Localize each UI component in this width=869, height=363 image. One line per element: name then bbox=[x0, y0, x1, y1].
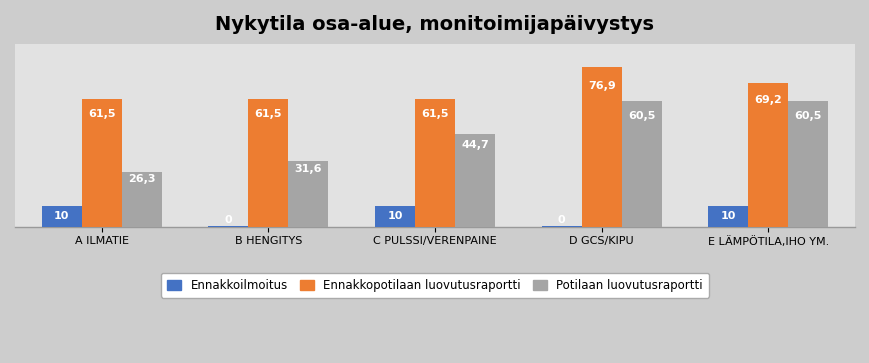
Bar bbox=[42, 206, 82, 227]
Bar bbox=[454, 134, 494, 227]
Text: 60,5: 60,5 bbox=[627, 111, 654, 121]
Text: 10: 10 bbox=[387, 211, 402, 221]
Title: Nykytila osa-alue, monitoimijapäivystys: Nykytila osa-alue, monitoimijapäivystys bbox=[216, 15, 653, 34]
Text: 10: 10 bbox=[720, 211, 735, 221]
Bar bbox=[248, 99, 288, 227]
Bar bbox=[621, 101, 661, 227]
Text: 44,7: 44,7 bbox=[461, 140, 488, 150]
Bar bbox=[375, 206, 415, 227]
Bar bbox=[581, 67, 621, 227]
Text: 69,2: 69,2 bbox=[753, 95, 781, 105]
Bar bbox=[747, 83, 787, 227]
Bar bbox=[707, 206, 747, 227]
Text: 0: 0 bbox=[224, 215, 232, 225]
Text: 61,5: 61,5 bbox=[88, 109, 116, 119]
Text: 31,6: 31,6 bbox=[295, 164, 322, 174]
Text: 26,3: 26,3 bbox=[128, 174, 156, 184]
Bar bbox=[541, 226, 581, 227]
Text: 10: 10 bbox=[54, 211, 70, 221]
Bar bbox=[415, 99, 454, 227]
Bar bbox=[122, 172, 162, 227]
Bar bbox=[82, 99, 122, 227]
Text: 61,5: 61,5 bbox=[421, 109, 448, 119]
Text: 60,5: 60,5 bbox=[793, 111, 821, 121]
Text: 61,5: 61,5 bbox=[255, 109, 282, 119]
Bar bbox=[787, 101, 827, 227]
Bar bbox=[208, 226, 248, 227]
Bar bbox=[288, 161, 328, 227]
Text: 76,9: 76,9 bbox=[587, 81, 615, 91]
Text: 0: 0 bbox=[557, 215, 565, 225]
Legend: Ennakkoilmoitus, Ennakkopotilaan luovutusraportti, Potilaan luovutusraportti: Ennakkoilmoitus, Ennakkopotilaan luovutu… bbox=[161, 273, 708, 298]
